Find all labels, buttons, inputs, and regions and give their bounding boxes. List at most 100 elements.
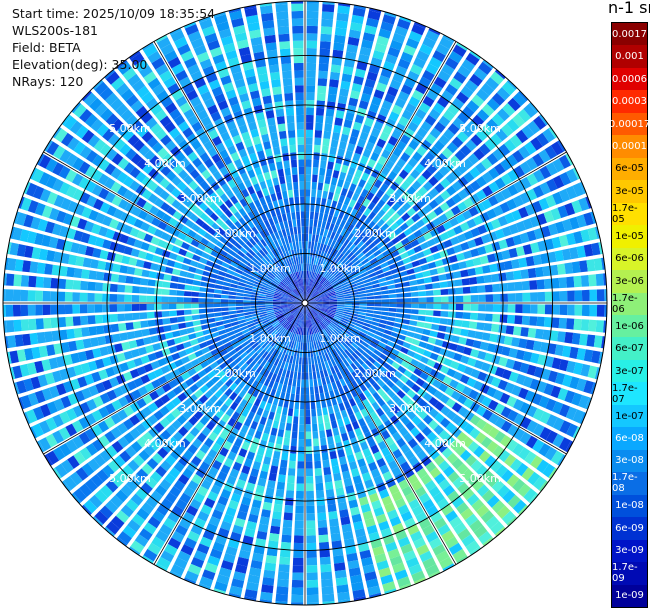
ppi-gate [475,464,488,477]
ppi-gate [507,282,516,292]
ppi-gate [13,211,20,224]
ppi-gate [505,271,515,281]
ppi-gate [362,85,374,96]
ppi-gate [433,390,444,400]
ppi-gate [297,304,304,310]
ppi-gate [148,327,158,335]
ppi-gate [530,455,543,469]
ppi-gate [219,149,229,159]
ppi-gate [295,279,299,288]
ppi-gate [178,474,190,485]
colorbar-segment: 0.0001 [612,135,647,158]
colorbar-tick-label: 0.00017 [608,118,650,130]
ppi-gate [319,541,330,551]
ppi-gate [187,151,198,162]
ppi-gate [352,121,362,131]
ppi-gate [363,217,372,226]
ppi-gate [272,303,281,305]
ppi-gate [207,448,218,459]
ppi-gate [275,290,283,294]
ppi-gate [230,168,239,179]
ppi-gate [331,465,340,474]
ppi-gate [46,141,60,156]
ppi-gate [137,209,148,220]
ppi-gate [293,326,298,334]
ppi-gate [116,171,128,184]
ppi-gate [188,180,199,191]
ppi-gate [366,229,375,238]
ppi-gate [75,467,89,481]
ppi-gate [492,304,501,312]
ppi-gate [496,87,511,101]
ppi-gate [337,324,345,331]
ppi-gate [199,461,210,472]
ppi-gate [399,16,412,23]
ppi-gate [189,338,199,346]
ppi-gate [97,336,107,346]
ppi-gate [183,297,192,303]
ppi-gate [501,249,511,260]
ppi-gate [340,281,348,287]
ppi-gate [184,537,197,549]
ppi-gate [300,204,305,212]
ppi-gate [239,503,250,514]
ppi-gate [315,475,323,484]
ppi-gate [572,409,584,424]
ppi-gate [312,174,318,183]
ppi-gate [273,503,283,513]
ppi-gate [452,548,467,562]
ppi-gate [312,291,319,297]
ppi-gate [460,507,474,521]
ppi-gate [250,560,263,570]
ppi-gate [283,198,289,206]
ppi-gate [201,374,211,384]
ppi-gate [449,77,463,90]
ppi-gate [471,94,485,107]
ppi-gate [45,158,58,173]
ppi-gate [406,410,417,421]
ppi-gate [195,127,207,139]
ppi-gate [451,193,463,204]
ppi-gate [476,418,487,430]
ppi-gate [199,314,208,319]
ppi-gate [265,308,274,311]
ppi-gate [305,159,312,167]
ppi-gate [216,227,226,236]
ppi-gate [460,144,472,157]
ppi-gate [210,111,222,122]
ppi-gate [119,265,128,274]
ppi-gate [306,557,318,566]
ppi-gate [24,348,34,361]
ppi-gate [119,234,129,244]
ppi-gate [375,345,384,353]
ppi-gate [321,145,329,154]
ppi-gate [231,279,239,285]
ppi-gate [337,418,344,428]
ppi-gate [499,202,511,214]
ppi-gate [270,71,281,81]
ppi-gate [511,337,520,347]
ppi-gate [214,340,224,348]
range-label: 3.00km [179,402,221,415]
ppi-gate [319,259,324,267]
ppi-gate [184,284,193,291]
ppi-gate [357,458,367,468]
ppi-gate [268,434,276,444]
ppi-gate [351,513,362,523]
ppi-gate [283,268,289,276]
ppi-gate [328,256,335,264]
ppi-gate [116,294,125,302]
ppi-gate [166,170,177,182]
ppi-gate [486,118,499,132]
ppi-gate [249,90,260,100]
ppi-gate [595,320,604,333]
ppi-gate [261,463,270,473]
ppi-gate [260,384,268,394]
ppi-gate [347,215,354,224]
ppi-gate [318,313,325,319]
ppi-gate [186,505,199,517]
ppi-gate [590,211,597,224]
ppi-gate [333,193,340,202]
ppi-gate [220,35,234,46]
